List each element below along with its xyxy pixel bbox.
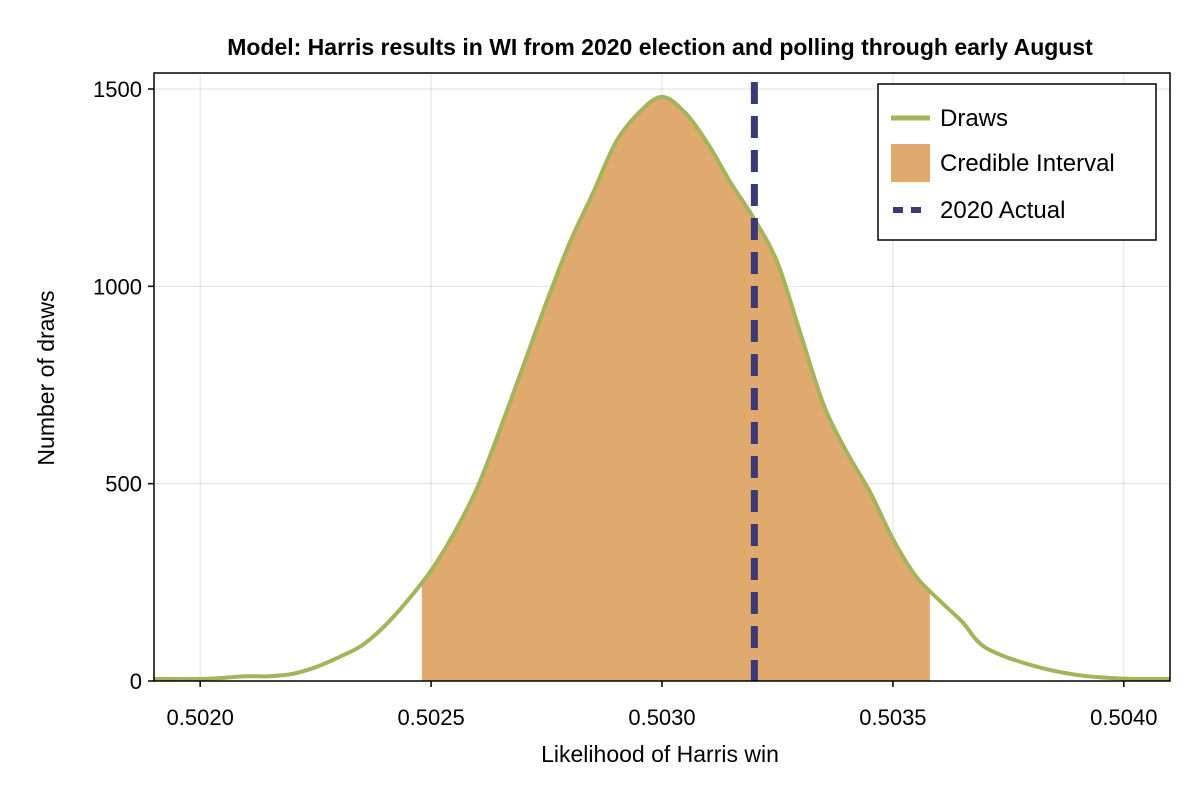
- y-tick-label-3: 1500: [93, 77, 142, 102]
- legend-label-2020-actual: 2020 Actual: [940, 197, 1065, 224]
- credible-interval-layer: [421, 96, 930, 681]
- legend-label-credible-interval: Credible Interval: [940, 150, 1115, 177]
- y-axis: 0 500 1000 1500: [93, 77, 154, 694]
- y-tick-label-1: 500: [105, 472, 142, 497]
- x-tick-label-1: 0.5025: [397, 705, 464, 730]
- x-axis-label: Likelihood of Harris win: [541, 741, 779, 767]
- y-axis-label: Number of draws: [33, 290, 59, 465]
- credible-interval-area: [421, 96, 930, 681]
- x-tick-label-0: 0.5020: [167, 705, 234, 730]
- legend-swatch-credible-interval: [891, 144, 930, 182]
- draws-line: [153, 94, 1171, 682]
- draws-layer: [153, 94, 1171, 682]
- x-tick-label-3: 0.5035: [859, 705, 926, 730]
- x-tick-label-2: 0.5030: [628, 705, 695, 730]
- y-tick-label-2: 1000: [93, 274, 142, 299]
- chart-title: Model: Harris results in WI from 2020 el…: [227, 34, 1093, 60]
- y-tick-label-0: 0: [130, 669, 142, 694]
- x-tick-label-4: 0.5040: [1090, 705, 1157, 730]
- legend: Draws Credible Interval 2020 Actual: [877, 83, 1157, 241]
- x-axis: 0.5020 0.5025 0.5030 0.5035 0.5040: [167, 681, 1157, 730]
- legend-label-draws: Draws: [940, 105, 1008, 132]
